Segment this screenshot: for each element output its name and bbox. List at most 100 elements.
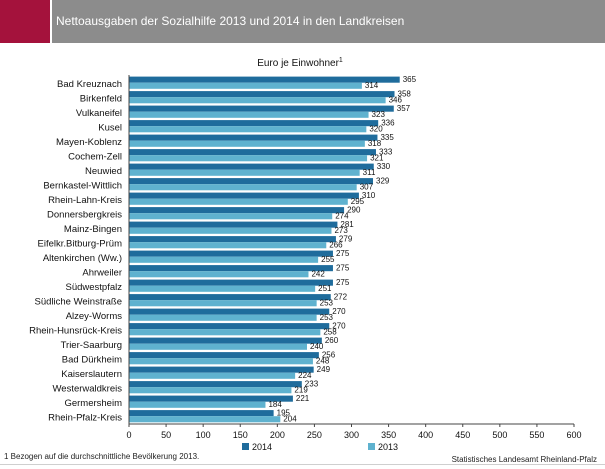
bar-2014 (129, 308, 330, 315)
x-tick-label: 150 (233, 430, 248, 440)
x-tick-label: 250 (307, 430, 322, 440)
data-label-2013: 266 (329, 241, 343, 250)
data-label-2013: 251 (318, 284, 332, 293)
data-label-2013: 258 (323, 328, 337, 337)
category-label: Bad Kreuznach (57, 79, 122, 90)
x-tick-label: 600 (566, 430, 581, 440)
data-label-2014: 260 (325, 336, 339, 345)
bar-2013 (129, 227, 332, 234)
category-label: Alzey-Worms (66, 311, 123, 322)
bar-2014 (129, 192, 359, 199)
bar-2013 (129, 126, 367, 133)
header-banner: Nettoausgaben der Sozialhilfe 2013 und 2… (0, 0, 605, 43)
legend-swatch-2014 (242, 443, 249, 450)
data-label-2013: 248 (316, 357, 330, 366)
bar-2013 (129, 372, 296, 379)
bar-2014 (129, 381, 302, 388)
data-label-2014: 279 (339, 235, 353, 244)
bar-2013 (129, 387, 292, 394)
x-tick-label: 200 (270, 430, 285, 440)
bar-2013 (129, 82, 362, 89)
bar-2014 (129, 410, 274, 417)
data-label-2014: 272 (334, 293, 348, 302)
bar-2014 (129, 366, 314, 373)
bar-2014 (129, 76, 400, 83)
category-label: Kusel (98, 122, 122, 133)
bar-2014 (129, 91, 395, 98)
category-label: Ahrweiler (82, 267, 122, 278)
data-label-2013: 274 (335, 212, 349, 221)
category-label: Rhein-Lahn-Kreis (48, 195, 122, 206)
data-label-2014: 290 (347, 206, 361, 215)
bar-2013 (129, 285, 316, 292)
data-label-2013: 204 (283, 415, 297, 424)
bar-2013 (129, 358, 313, 365)
x-tick-label: 300 (344, 430, 359, 440)
bar-2013 (129, 314, 317, 321)
header-bar (52, 0, 605, 43)
bar-2013 (129, 198, 348, 205)
category-label: Eifelkr.Bitburg-Prüm (38, 238, 123, 249)
data-label-2014: 329 (376, 177, 390, 186)
data-label-2014: 221 (296, 394, 310, 403)
data-label-2014: 330 (377, 162, 391, 171)
unit-superscript: 1 (339, 57, 343, 64)
data-label-2014: 336 (381, 119, 395, 128)
x-tick-label: 500 (492, 430, 507, 440)
category-label: Germersheim (64, 398, 122, 409)
category-label: Donnersbergkreis (47, 209, 122, 220)
data-label-2014: 195 (277, 409, 291, 418)
data-label-2013: 242 (311, 270, 325, 279)
bar-2013 (129, 111, 369, 118)
data-label-2013: 320 (369, 125, 383, 134)
unit-label: Euro je Einwohner1 (257, 57, 343, 69)
bar-2013 (129, 401, 266, 408)
bar-2013 (129, 140, 365, 147)
category-label: Trier-Saarburg (61, 340, 122, 351)
bars-group: 3653143583463573233363203353183333213303… (129, 75, 417, 424)
bar-2013 (129, 213, 333, 220)
data-label-2014: 275 (336, 249, 350, 258)
category-label: Birkenfeld (80, 93, 122, 104)
data-label-2014: 333 (379, 148, 393, 157)
category-label: Altenkirchen (Ww.) (43, 253, 122, 264)
data-label-2014: 233 (305, 380, 319, 389)
category-label: Mainz-Bingen (64, 224, 122, 235)
bar-2013 (129, 416, 281, 423)
source-note: Statistisches Landesamt Rheinland-Pfalz (451, 455, 597, 464)
bar-2014 (129, 221, 338, 228)
data-label-2014: 365 (403, 75, 417, 84)
category-label: Rhein-Pfalz-Kreis (48, 412, 122, 423)
category-label: Kaiserslautern (61, 369, 122, 380)
category-label: Mayen-Koblenz (56, 137, 122, 148)
data-label-2014: 281 (340, 220, 354, 229)
data-label-2013: 273 (334, 226, 348, 235)
bar-2013 (129, 97, 386, 104)
data-label-2013: 253 (320, 299, 334, 308)
bar-2014 (129, 279, 333, 286)
data-label-2013: 318 (368, 139, 382, 148)
data-label-2014: 256 (322, 351, 336, 360)
x-tick-label: 400 (418, 430, 433, 440)
data-label-2013: 311 (363, 168, 376, 177)
bar-2014 (129, 149, 376, 156)
legend: 2014 2013 (242, 442, 398, 452)
bar-2014 (129, 352, 319, 359)
bar-2014 (129, 337, 322, 344)
data-label-2014: 310 (362, 191, 376, 200)
data-label-2013: 295 (351, 197, 365, 206)
data-label-2013: 255 (321, 255, 335, 264)
bar-2013 (129, 155, 368, 162)
data-label-2014: 357 (397, 104, 411, 113)
data-label-2014: 270 (332, 322, 346, 331)
bar-2014 (129, 236, 336, 243)
bar-2014 (129, 105, 394, 112)
category-label: Cochem-Zell (68, 151, 122, 162)
category-label: Rhein-Hunsrück-Kreis (29, 325, 122, 336)
bar-2014 (129, 178, 374, 185)
bar-2013 (129, 184, 357, 191)
bar-2014 (129, 323, 330, 330)
x-tick-label: 350 (381, 430, 396, 440)
data-label-2014: 275 (336, 264, 350, 273)
x-tick-label: 450 (455, 430, 470, 440)
